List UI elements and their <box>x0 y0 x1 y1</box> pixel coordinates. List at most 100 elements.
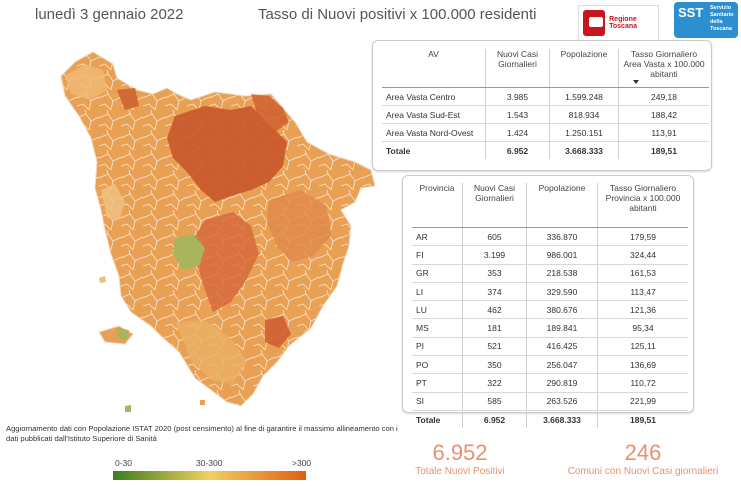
total-cases: 6.952 <box>462 410 527 429</box>
regione-logo-text: Regione Toscana <box>609 16 638 30</box>
sort-descending-icon[interactable] <box>633 80 639 84</box>
prov-cases: 585 <box>462 392 527 411</box>
col-header-provincia[interactable]: Provincia <box>412 183 463 228</box>
prov-population: 336.870 <box>526 227 598 247</box>
legend-low-label: 0-30 <box>115 458 133 468</box>
legend-high-label: >300 <box>292 458 312 468</box>
arezzo-area[interactable] <box>267 190 331 262</box>
kpi-total-positives-label: Totale Nuovi Positivi <box>415 466 505 477</box>
capraia-island[interactable] <box>99 276 106 283</box>
prov-population: 986.001 <box>526 245 598 265</box>
table-row[interactable]: LI 374 329.590 113,47 <box>412 282 688 302</box>
av-population: 1.599.248 <box>549 87 619 106</box>
north-massa-area[interactable] <box>65 64 107 100</box>
prov-cases: 374 <box>462 282 527 302</box>
table-row[interactable]: PO 350 256.047 136,69 <box>412 355 688 375</box>
page-title: Tasso di Nuovi positivi x 100.000 reside… <box>258 6 537 23</box>
av-name: Area Vasta Sud-Est <box>382 105 486 124</box>
table-total-row: Totale 6.952 3.668.333 189,51 <box>382 141 709 159</box>
prov-rate: 161,53 <box>597 264 688 283</box>
provincia-table: Provincia Nuovi Casi Giornalieri Popolaz… <box>412 183 688 429</box>
col-header-rate[interactable]: Tasso Giornaliero Provincia x 100.000 ab… <box>597 183 688 228</box>
av-cases: 1.424 <box>485 123 550 142</box>
table-row[interactable]: Area Vasta Centro 3.985 1.599.248 249,18 <box>382 87 709 106</box>
col-header-rate[interactable]: Tasso Giornaliero Area Vasta x 100.000 a… <box>618 49 709 88</box>
kpi-municipalities: 246 Comuni con Nuovi Casi giornalieri <box>548 440 738 477</box>
av-rate: 113,91 <box>618 123 709 142</box>
table-row[interactable]: MS 181 189.841 95,34 <box>412 318 688 338</box>
prov-population: 263.526 <box>526 392 598 411</box>
av-cases: 1.543 <box>485 105 550 124</box>
prov-rate: 121,36 <box>597 300 688 320</box>
total-cases: 6.952 <box>485 141 550 159</box>
total-label: Totale <box>386 145 411 156</box>
table-header-row: AV Nuovi Casi Giornalieri Popolazione Ta… <box>382 49 709 88</box>
table-row[interactable]: PT 322 290.819 110,72 <box>412 373 688 393</box>
col-header-av[interactable]: AV <box>382 49 486 88</box>
prov-rate: 110,72 <box>597 373 688 393</box>
prov-cases: 3.199 <box>462 245 527 265</box>
elba-low-area[interactable] <box>117 328 129 340</box>
prov-population: 189.841 <box>526 318 598 338</box>
total-population: 3.668.333 <box>549 141 619 159</box>
prov-rate: 125,11 <box>597 337 688 357</box>
kpi-total-positives: 6.952 Totale Nuovi Positivi <box>395 440 525 477</box>
provincia-table-panel: Provincia Nuovi Casi Giornalieri Popolaz… <box>402 175 694 429</box>
area-vasta-table-panel: AV Nuovi Casi Giornalieri Popolazione Ta… <box>372 40 712 171</box>
total-population: 3.668.333 <box>526 410 598 429</box>
gorgona-island[interactable] <box>165 296 169 300</box>
col-header-cases[interactable]: Nuovi Casi Giornalieri <box>462 183 527 228</box>
table-row[interactable]: SI 585 263.526 221,99 <box>412 392 688 411</box>
giglio-island[interactable] <box>125 405 131 412</box>
table-row[interactable]: GR 353 218.538 161,53 <box>412 264 688 283</box>
montecristo-island[interactable] <box>200 400 205 405</box>
data-update-note: Aggiornamento dati con Popolazione ISTAT… <box>6 424 398 443</box>
low-incidence-municipality[interactable] <box>173 234 205 270</box>
prov-cases: 605 <box>462 227 527 247</box>
lucca-spot[interactable] <box>117 88 139 110</box>
legend-color-gradient <box>113 471 306 480</box>
table-row[interactable]: FI 3.199 986.001 324,44 <box>412 245 688 265</box>
av-population: 1.250.151 <box>549 123 619 142</box>
tuscany-choropleth-map[interactable] <box>55 50 385 415</box>
prov-cases: 353 <box>462 264 527 283</box>
grosseto-area[interactable] <box>175 320 247 384</box>
prov-cases: 350 <box>462 355 527 375</box>
prov-code: AR <box>412 227 463 247</box>
siena-area[interactable] <box>193 212 259 312</box>
prov-code: PT <box>412 373 463 393</box>
prov-cases: 521 <box>462 337 527 357</box>
table-header-row: Provincia Nuovi Casi Giornalieri Popolaz… <box>412 183 688 228</box>
prov-population: 380.676 <box>526 300 598 320</box>
sst-logo-acronym: SST <box>678 5 704 20</box>
firenze-prato-area[interactable] <box>167 106 287 202</box>
table-row[interactable]: Area Vasta Nord-Ovest 1.424 1.250.151 11… <box>382 123 709 142</box>
regione-toscana-logo: Regione Toscana <box>578 5 659 41</box>
prov-population: 218.538 <box>526 264 598 283</box>
prov-rate: 221,99 <box>597 392 688 411</box>
av-cases: 3.985 <box>485 87 550 106</box>
table-row[interactable]: AR 605 336.870 179,59 <box>412 227 688 247</box>
prov-rate: 113,47 <box>597 282 688 302</box>
kpi-total-positives-value: 6.952 <box>432 440 488 465</box>
kpi-municipalities-label: Comuni con Nuovi Casi giornalieri <box>567 466 719 477</box>
prov-code: PI <box>412 337 463 357</box>
prov-population: 329.590 <box>526 282 598 302</box>
prov-cases: 322 <box>462 373 527 393</box>
prov-rate: 324,44 <box>597 245 688 265</box>
table-row[interactable]: PI 521 416.425 125,11 <box>412 337 688 357</box>
table-row[interactable]: LU 462 380.676 121,36 <box>412 300 688 320</box>
casentino-area[interactable] <box>251 94 289 132</box>
prov-code: MS <box>412 318 463 338</box>
prov-population: 416.425 <box>526 337 598 357</box>
col-header-population[interactable]: Popolazione <box>526 183 598 228</box>
table-row[interactable]: Area Vasta Sud-Est 1.543 818.934 188,42 <box>382 105 709 124</box>
prov-rate: 179,59 <box>597 227 688 247</box>
livorno-area[interactable] <box>101 184 125 220</box>
av-name: Area Vasta Nord-Ovest <box>382 123 486 142</box>
prov-code: PO <box>412 355 463 375</box>
col-header-cases[interactable]: Nuovi Casi Giornalieri <box>485 49 550 88</box>
col-header-population[interactable]: Popolazione <box>549 49 619 88</box>
col-header-rate-label: Tasso Giornaliero Area Vasta x 100.000 a… <box>623 49 705 79</box>
amiata-area[interactable] <box>265 316 291 348</box>
